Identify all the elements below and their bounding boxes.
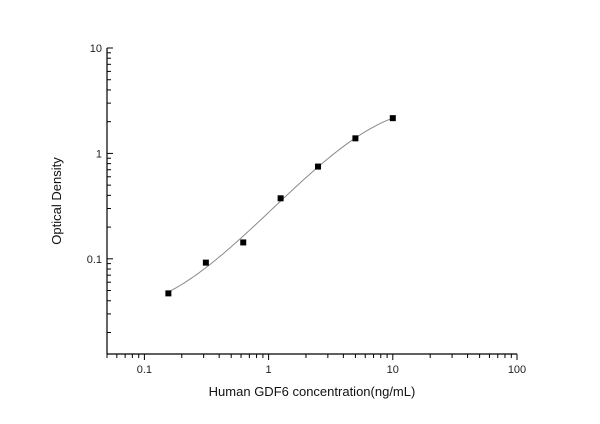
x-tick-label: 10 [387,364,399,376]
x-tick-label: 100 [508,364,526,376]
data-point-marker [240,239,247,246]
data-point-marker [315,163,322,170]
fitted-curve [168,117,393,293]
data-point-marker [165,290,172,297]
data-point-marker [352,135,359,142]
fitted-curve-line [168,117,393,293]
data-point-marker [277,195,284,202]
axes [106,48,517,355]
x-tick-label: 1 [266,364,272,376]
y-tick-label: 0.1 [87,254,102,266]
data-point-marker [389,115,396,122]
y-tick-label: 10 [90,43,102,55]
y-axis-title: Optical Density [49,157,64,245]
data-points [165,115,396,297]
x-axis-title: Human GDF6 concentration(ng/mL) [209,384,416,399]
x-tick-label: 0.1 [137,364,152,376]
x-axis-ticks: 0.1 1 10 100 [106,354,526,376]
y-axis-ticks: 0.1 1 10 [87,43,113,333]
y-tick-label: 1 [96,148,102,160]
data-point-marker [202,259,209,266]
